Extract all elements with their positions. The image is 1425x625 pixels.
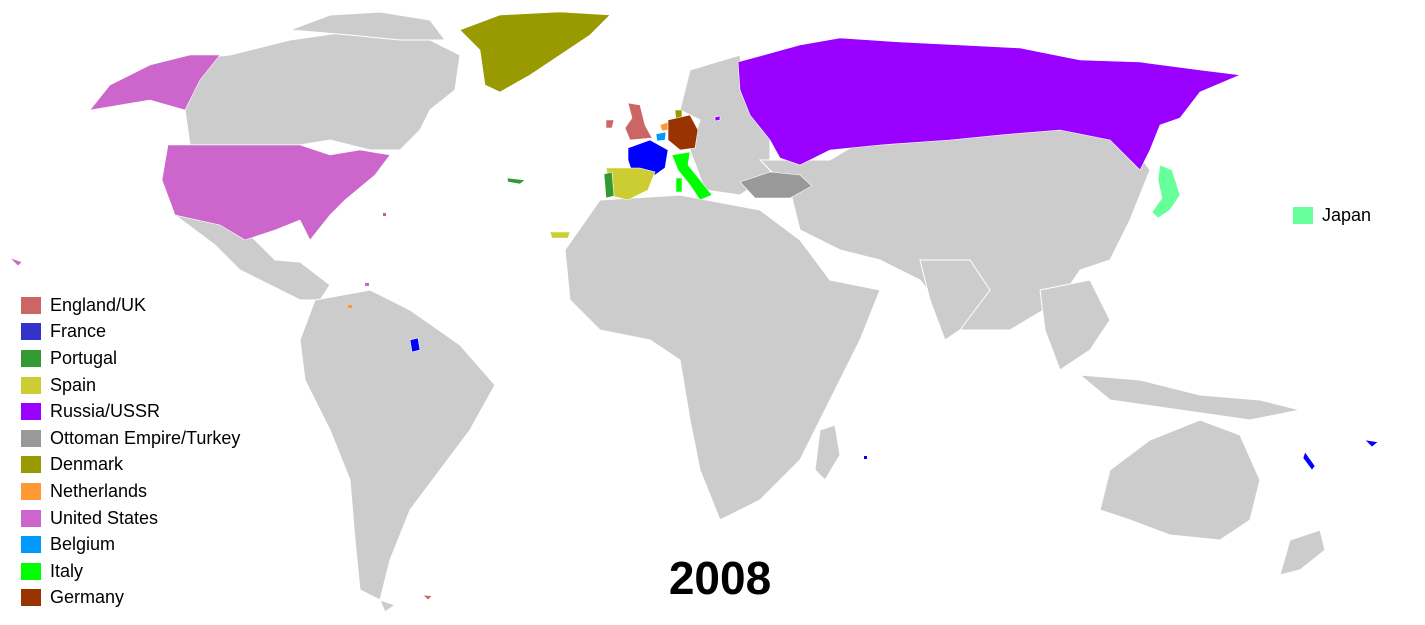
- canada-landmass: [179, 29, 461, 151]
- legend-swatch: [21, 482, 41, 500]
- canada-islands: [289, 11, 446, 41]
- legend-swatch: [21, 562, 41, 580]
- indonesia: [1078, 374, 1301, 421]
- france: [627, 139, 669, 176]
- new-caledonia-france: [1302, 451, 1316, 471]
- legend-label: Italy: [50, 560, 84, 581]
- caribbean-dot: [383, 213, 386, 216]
- legend-label: Netherlands: [50, 480, 148, 501]
- italy: [671, 151, 713, 201]
- french-polynesia: [1364, 439, 1379, 448]
- turkey: [739, 171, 813, 199]
- legend-item: Spain: [21, 372, 240, 399]
- legend-item-japan: Japan: [1293, 205, 1371, 226]
- hawaii-usa: [9, 257, 23, 267]
- germany: [667, 114, 699, 151]
- legend-item: France: [21, 319, 240, 346]
- land-masses: [174, 11, 1326, 613]
- south-america-tip: [379, 599, 397, 613]
- greenland-denmark: [459, 11, 611, 93]
- canary-islands-spain: [549, 231, 571, 239]
- azores-portugal: [506, 177, 526, 185]
- legend-label: Germany: [50, 587, 125, 608]
- legend: England/UK France Portugal Spain Russia/USSR…: [21, 292, 240, 611]
- legend-swatch: [21, 456, 41, 474]
- legend-label: France: [50, 321, 107, 342]
- legend-label: United States: [50, 507, 159, 528]
- legend-label: Russia/USSR: [50, 401, 161, 422]
- caribbean-dot-us: [365, 283, 369, 286]
- legend-item: Ottoman Empire/Turkey: [21, 425, 240, 452]
- south-america: [299, 289, 496, 601]
- colored-territories: [9, 11, 1379, 601]
- legend-label: Spain: [50, 374, 97, 395]
- africa: [564, 194, 881, 521]
- new-zealand: [1279, 529, 1326, 576]
- legend-label: Portugal: [50, 347, 118, 368]
- legend-swatch: [21, 323, 41, 341]
- legend-item: Italy: [21, 558, 240, 585]
- legend-swatch: [21, 589, 41, 607]
- legend-item: Denmark: [21, 452, 240, 479]
- legend-item: Netherlands: [21, 478, 240, 505]
- legend-swatch: [21, 536, 41, 554]
- legend-label-japan: Japan: [1322, 205, 1372, 225]
- madagascar: [814, 424, 841, 481]
- falkland-islands-uk: [422, 594, 433, 601]
- legend-item: Germany: [21, 585, 240, 612]
- united-kingdom: [624, 102, 653, 141]
- legend-label: Denmark: [50, 454, 124, 475]
- mayotte-dot: [864, 456, 867, 459]
- japan: [1151, 164, 1181, 219]
- legend-item: Russia/USSR: [21, 398, 240, 425]
- legend-item: United States: [21, 505, 240, 532]
- alaska-usa: [89, 54, 221, 111]
- legend-swatch: [21, 429, 41, 447]
- usa: [161, 144, 391, 241]
- year-label: 2008: [668, 552, 772, 604]
- french-guiana: [409, 337, 421, 353]
- portugal: [603, 171, 615, 199]
- caribbean-dot-nl: [348, 305, 352, 308]
- southeast-asia: [1039, 279, 1111, 371]
- netherlands: [659, 121, 669, 132]
- legend-label: Ottoman Empire/Turkey: [50, 427, 241, 448]
- legend-label: England/UK: [50, 294, 147, 315]
- belgium: [655, 131, 667, 142]
- india: [919, 259, 991, 341]
- legend-swatch: [21, 509, 41, 527]
- legend-swatch: [21, 296, 41, 314]
- legend-swatch: [21, 349, 41, 367]
- uk-small-isle: [605, 119, 615, 129]
- legend-item: Portugal: [21, 345, 240, 372]
- legend-item: England/UK: [21, 292, 240, 319]
- kaliningrad-russia: [714, 115, 721, 122]
- legend-item: Belgium: [21, 531, 240, 558]
- legend-swatch: [21, 376, 41, 394]
- russia: [737, 37, 1242, 171]
- legend-label: Belgium: [50, 534, 116, 555]
- australia: [1099, 419, 1261, 541]
- legend-swatch-japan: [1293, 207, 1313, 224]
- sardinia-italy: [675, 177, 683, 193]
- legend-swatch: [21, 403, 41, 421]
- small-islands: [348, 213, 867, 459]
